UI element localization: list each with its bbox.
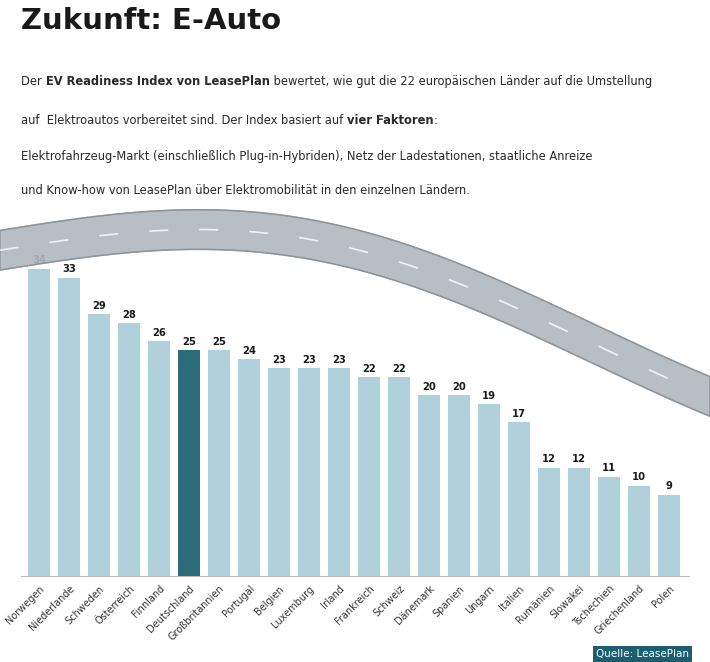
Polygon shape — [0, 210, 710, 416]
Text: und Know-how von LeasePlan über Elektromobilität in den einzelnen Ländern.: und Know-how von LeasePlan über Elektrom… — [21, 183, 470, 197]
Bar — [268, 368, 290, 576]
Text: 23: 23 — [273, 355, 286, 365]
Bar — [178, 350, 200, 576]
Text: 34: 34 — [32, 256, 46, 265]
Bar — [599, 477, 620, 576]
Bar — [239, 359, 260, 576]
Bar — [298, 368, 320, 576]
Bar — [28, 269, 50, 576]
Bar — [148, 341, 170, 576]
Text: Quelle: LeasePlan: Quelle: LeasePlan — [596, 649, 689, 659]
Text: 22: 22 — [362, 363, 376, 374]
Text: 23: 23 — [332, 355, 346, 365]
Text: 19: 19 — [482, 391, 496, 401]
Bar — [388, 377, 410, 576]
Text: EV Readiness Index von LeasePlan: EV Readiness Index von LeasePlan — [45, 75, 270, 87]
Text: 23: 23 — [302, 355, 316, 365]
Text: auf  Elektroautos vorbereitet sind. Der Index basiert auf: auf Elektroautos vorbereitet sind. Der I… — [21, 114, 347, 127]
Text: 9: 9 — [666, 481, 672, 491]
Bar — [209, 350, 230, 576]
Text: Elektrofahrzeug-Markt (einschließlich Plug-in-Hybriden), Netz der Ladestationen,: Elektrofahrzeug-Markt (einschließlich Pl… — [21, 150, 593, 163]
Text: :: : — [434, 114, 437, 127]
Bar — [89, 314, 110, 576]
Text: 11: 11 — [602, 463, 616, 473]
Bar — [628, 486, 650, 576]
Text: 29: 29 — [92, 301, 106, 310]
Bar — [58, 278, 80, 576]
Bar — [569, 467, 590, 576]
Text: Zukunft: E-Auto: Zukunft: E-Auto — [21, 7, 281, 34]
Bar — [538, 467, 560, 576]
Text: 26: 26 — [153, 328, 166, 338]
Text: 25: 25 — [212, 337, 226, 347]
Bar — [508, 422, 530, 576]
Text: 17: 17 — [512, 409, 526, 419]
Bar — [658, 495, 680, 576]
Text: 33: 33 — [62, 264, 76, 275]
Text: 20: 20 — [452, 382, 466, 392]
Text: Der: Der — [21, 75, 45, 87]
Text: 24: 24 — [242, 346, 256, 355]
Bar — [449, 395, 470, 576]
Text: 22: 22 — [393, 363, 406, 374]
Text: 10: 10 — [632, 472, 646, 482]
Bar — [119, 323, 140, 576]
Text: 12: 12 — [572, 454, 586, 464]
Bar — [329, 368, 350, 576]
Text: 12: 12 — [542, 454, 556, 464]
Text: 20: 20 — [422, 382, 436, 392]
Text: bewertet, wie gut die 22 europäischen Länder auf die Umstellung: bewertet, wie gut die 22 europäischen Lä… — [270, 75, 652, 87]
Bar — [479, 404, 500, 576]
Text: vier Faktoren: vier Faktoren — [347, 114, 434, 127]
Text: 28: 28 — [122, 310, 136, 320]
Bar — [418, 395, 440, 576]
Bar — [359, 377, 380, 576]
Text: 25: 25 — [182, 337, 196, 347]
